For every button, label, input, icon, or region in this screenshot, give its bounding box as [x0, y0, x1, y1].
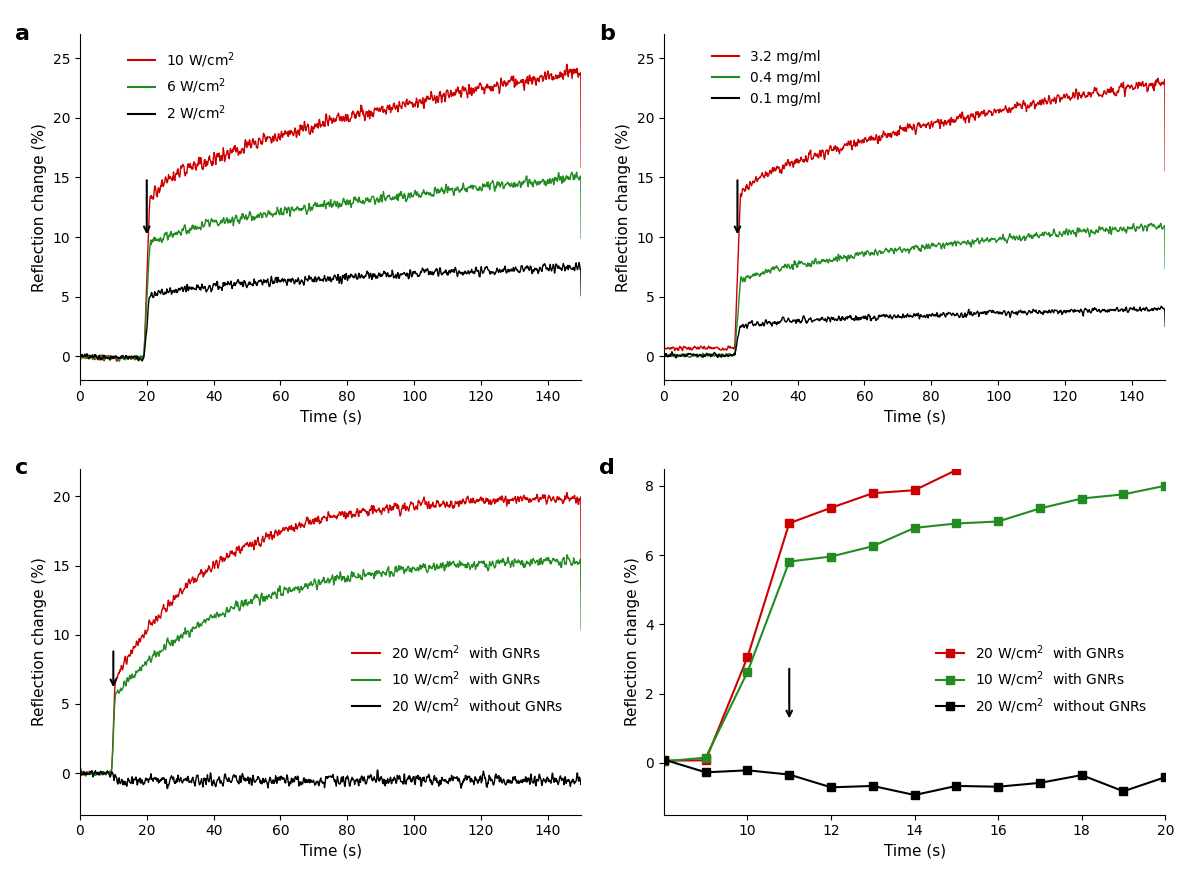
X-axis label: Time (s): Time (s) — [884, 844, 946, 859]
Legend: 20 W/cm$^2$  with GNRs, 10 W/cm$^2$  with GNRs, 20 W/cm$^2$  without GNRs: 20 W/cm$^2$ with GNRs, 10 W/cm$^2$ with … — [347, 637, 570, 721]
Text: a: a — [14, 24, 30, 44]
Legend: 20 W/cm$^2$  with GNRs, 10 W/cm$^2$  with GNRs, 20 W/cm$^2$  without GNRs: 20 W/cm$^2$ with GNRs, 10 W/cm$^2$ with … — [930, 637, 1153, 721]
Text: d: d — [598, 458, 615, 478]
X-axis label: Time (s): Time (s) — [884, 409, 946, 424]
Y-axis label: Reflection change (%): Reflection change (%) — [616, 123, 631, 292]
Y-axis label: Reflection change (%): Reflection change (%) — [32, 123, 47, 292]
X-axis label: Time (s): Time (s) — [300, 409, 362, 424]
X-axis label: Time (s): Time (s) — [300, 844, 362, 859]
Text: c: c — [14, 458, 28, 478]
Legend: 10 W/cm$^2$, 6 W/cm$^2$, 2 W/cm$^2$: 10 W/cm$^2$, 6 W/cm$^2$, 2 W/cm$^2$ — [122, 45, 241, 128]
Y-axis label: Reflection change (%): Reflection change (%) — [625, 557, 640, 726]
Legend: 3.2 mg/ml, 0.4 mg/ml, 0.1 mg/ml: 3.2 mg/ml, 0.4 mg/ml, 0.1 mg/ml — [706, 45, 826, 111]
Text: b: b — [598, 24, 615, 44]
Y-axis label: Reflection change (%): Reflection change (%) — [32, 557, 47, 726]
